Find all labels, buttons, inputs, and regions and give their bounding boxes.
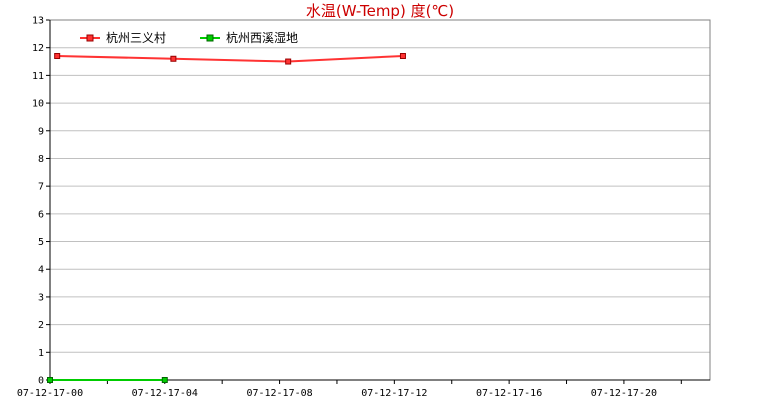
y-tick-label: 4 [38, 265, 44, 276]
y-tick-label: 6 [38, 209, 44, 220]
x-tick-label: 07-12-17-12 [361, 388, 427, 399]
data-point [54, 53, 61, 59]
y-tick-label: 2 [38, 320, 44, 331]
series-layer [47, 53, 406, 383]
plot-frame [49, 19, 711, 381]
y-tick-label: 10 [32, 99, 44, 110]
data-point [170, 55, 177, 62]
series-line [57, 55, 404, 63]
data-point [399, 53, 406, 59]
legend-swatch-marker [206, 34, 214, 42]
data-point [285, 58, 292, 65]
y-tick-label: 0 [38, 376, 44, 387]
x-tick-label: 07-12-17-16 [476, 388, 542, 399]
x-tick-label: 07-12-17-20 [591, 388, 657, 399]
y-tick-label: 12 [32, 43, 44, 54]
y-tick-label: 7 [38, 182, 44, 193]
legend-label: 杭州三义村 [106, 30, 166, 45]
x-tick-label: 07-12-17-00 [17, 388, 83, 399]
y-tick-label: 3 [38, 292, 44, 303]
y-tick-label: 8 [38, 154, 44, 165]
x-tick-label: 07-12-17-04 [132, 388, 198, 399]
chart-title: 水温(W-Temp) 度(℃) [306, 2, 454, 20]
data-point [161, 377, 168, 383]
y-tick-label: 9 [38, 126, 44, 137]
legend-label: 杭州西溪湿地 [226, 30, 298, 45]
y-tick-label: 1 [38, 348, 44, 359]
x-tick-label: 07-12-17-08 [246, 388, 312, 399]
y-tick-label: 5 [38, 237, 44, 248]
data-point [47, 377, 53, 383]
legend: 杭州三义村 杭州西溪湿地 [80, 30, 298, 45]
y-tick-label: 13 [32, 16, 44, 27]
legend-swatch-marker [86, 34, 94, 42]
y-tick-label: 11 [32, 71, 44, 82]
grid [50, 19, 710, 353]
